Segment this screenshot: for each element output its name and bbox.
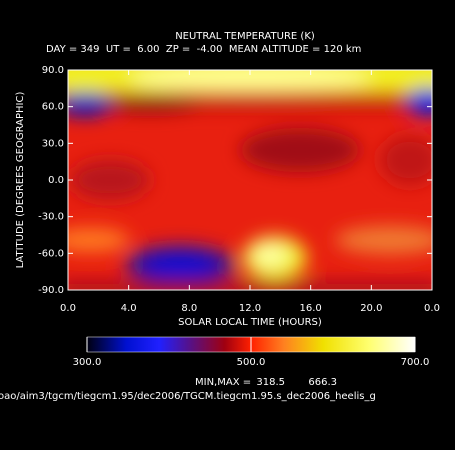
x-tick-label: 20.0	[360, 303, 382, 314]
y-tick-label: -90.0	[38, 285, 64, 296]
min-max-label: MIN,MAX =	[195, 377, 251, 388]
y-tick-label: 30.0	[42, 138, 64, 149]
x-tick-label: 0.0	[424, 303, 440, 314]
min-value: 318.5	[256, 377, 285, 388]
y-tick-label: -30.0	[38, 212, 64, 223]
y-tick-label: -60.0	[38, 248, 64, 259]
x-axis-label: SOLAR LOCAL TIME (HOURS)	[178, 317, 322, 328]
y-tick-label: 60.0	[42, 102, 64, 113]
footer-path: oao/aim3/tgcm/tiegcm1.95/dec2006/TGCM.ti…	[0, 391, 376, 402]
y-tick-label: 90.0	[42, 65, 64, 76]
chart-title: NEUTRAL TEMPERATURE (K)	[175, 31, 315, 42]
y-tick-label: 0.0	[48, 175, 64, 186]
chart-subtitle: DAY = 349 UT = 6.00 ZP = -4.00 MEAN ALTI…	[46, 44, 361, 55]
colorbar-tick-label: 500.0	[237, 357, 266, 368]
colorbar-tick-label: 700.0	[401, 357, 430, 368]
x-tick-label: 8.0	[181, 303, 197, 314]
field	[68, 70, 432, 290]
x-tick-label: 16.0	[300, 303, 322, 314]
x-tick-label: 4.0	[121, 303, 137, 314]
max-value: 666.3	[308, 377, 337, 388]
colorbar-tick-label: 300.0	[73, 357, 102, 368]
y-axis-label: LATITUDE (DEGREES GEOGRAPHIC)	[15, 92, 26, 269]
x-tick-label: 0.0	[60, 303, 76, 314]
x-tick-label: 12.0	[239, 303, 261, 314]
